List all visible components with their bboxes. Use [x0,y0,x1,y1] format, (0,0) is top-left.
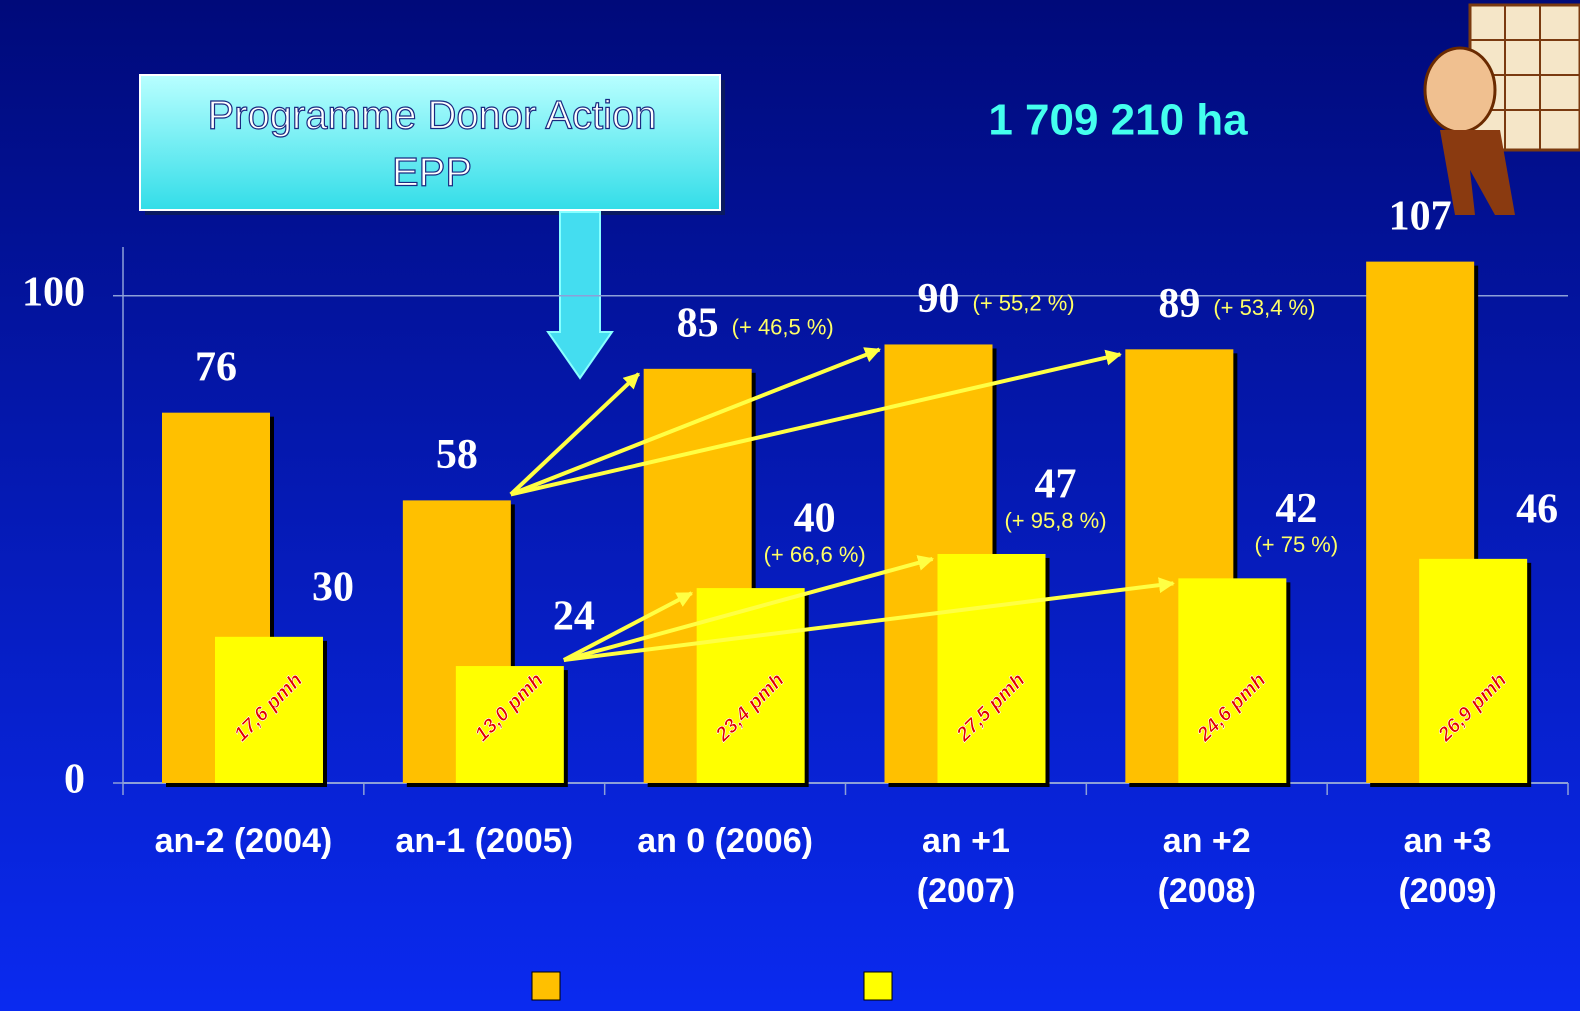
change-label: (+ 53,4 %) [1213,295,1315,320]
value-label: 30 [312,564,354,610]
annotation: 1 709 210 ha [988,96,1248,145]
title-box: Programme Donor Action EPP [139,74,725,380]
change-label: (+ 75 %) [1254,532,1338,557]
change-arrow [510,349,1122,497]
x-tick-label: an 0 (2006) [637,822,813,860]
clipart [1423,3,1580,215]
x-tick-label: (2009) [1398,872,1496,910]
change-arrow [509,372,641,496]
box [139,74,721,211]
change-label: (+ 95,8 %) [1004,508,1106,533]
value-label: 58 [436,432,478,478]
bar [455,666,564,783]
x-tick-label: (2007) [917,872,1015,910]
bar [215,636,323,783]
value-label: 47 [1035,462,1077,508]
x-tick-label: an +1 [922,822,1010,860]
legend-swatch [531,971,561,1001]
value-label: 46 [1516,486,1558,532]
change-arrow [510,347,881,497]
value-label: 85 [677,300,719,346]
value-label: 107 [1389,193,1452,239]
value-label: 40 [794,496,836,542]
x-tick-label: an-1 (2005) [395,822,573,860]
clipart-grid [1470,5,1580,150]
x-tick-label: an +3 [1404,822,1492,860]
bar [1419,558,1528,783]
x-tick-label: (2008) [1158,872,1256,910]
change-label: (+ 46,5 %) [732,315,834,340]
x-tick-label: an-2 (2004) [155,822,333,860]
value-label: 24 [553,594,595,640]
change-label: (+ 66,6 %) [764,542,866,567]
box-text: EPP [392,151,472,195]
clipart-body [1440,130,1515,215]
change-arrow [562,591,694,662]
change-label: (+ 55,2 %) [973,290,1075,315]
value-label: 89 [1158,281,1200,327]
bar [1178,578,1287,783]
y-tick-label: 0 [64,757,85,803]
clipart-head [1423,46,1497,134]
value-label: 90 [918,276,960,322]
y-tick-label: 100 [22,269,85,315]
value-label: 42 [1275,486,1317,532]
change-arrow [563,555,935,662]
change-arrow [563,577,1175,663]
legend-swatch [863,971,893,1001]
x-tick-label: an +2 [1163,822,1251,860]
box-text: Programme Donor Action [207,94,656,138]
bar [937,553,1046,783]
value-label: 76 [195,344,237,390]
